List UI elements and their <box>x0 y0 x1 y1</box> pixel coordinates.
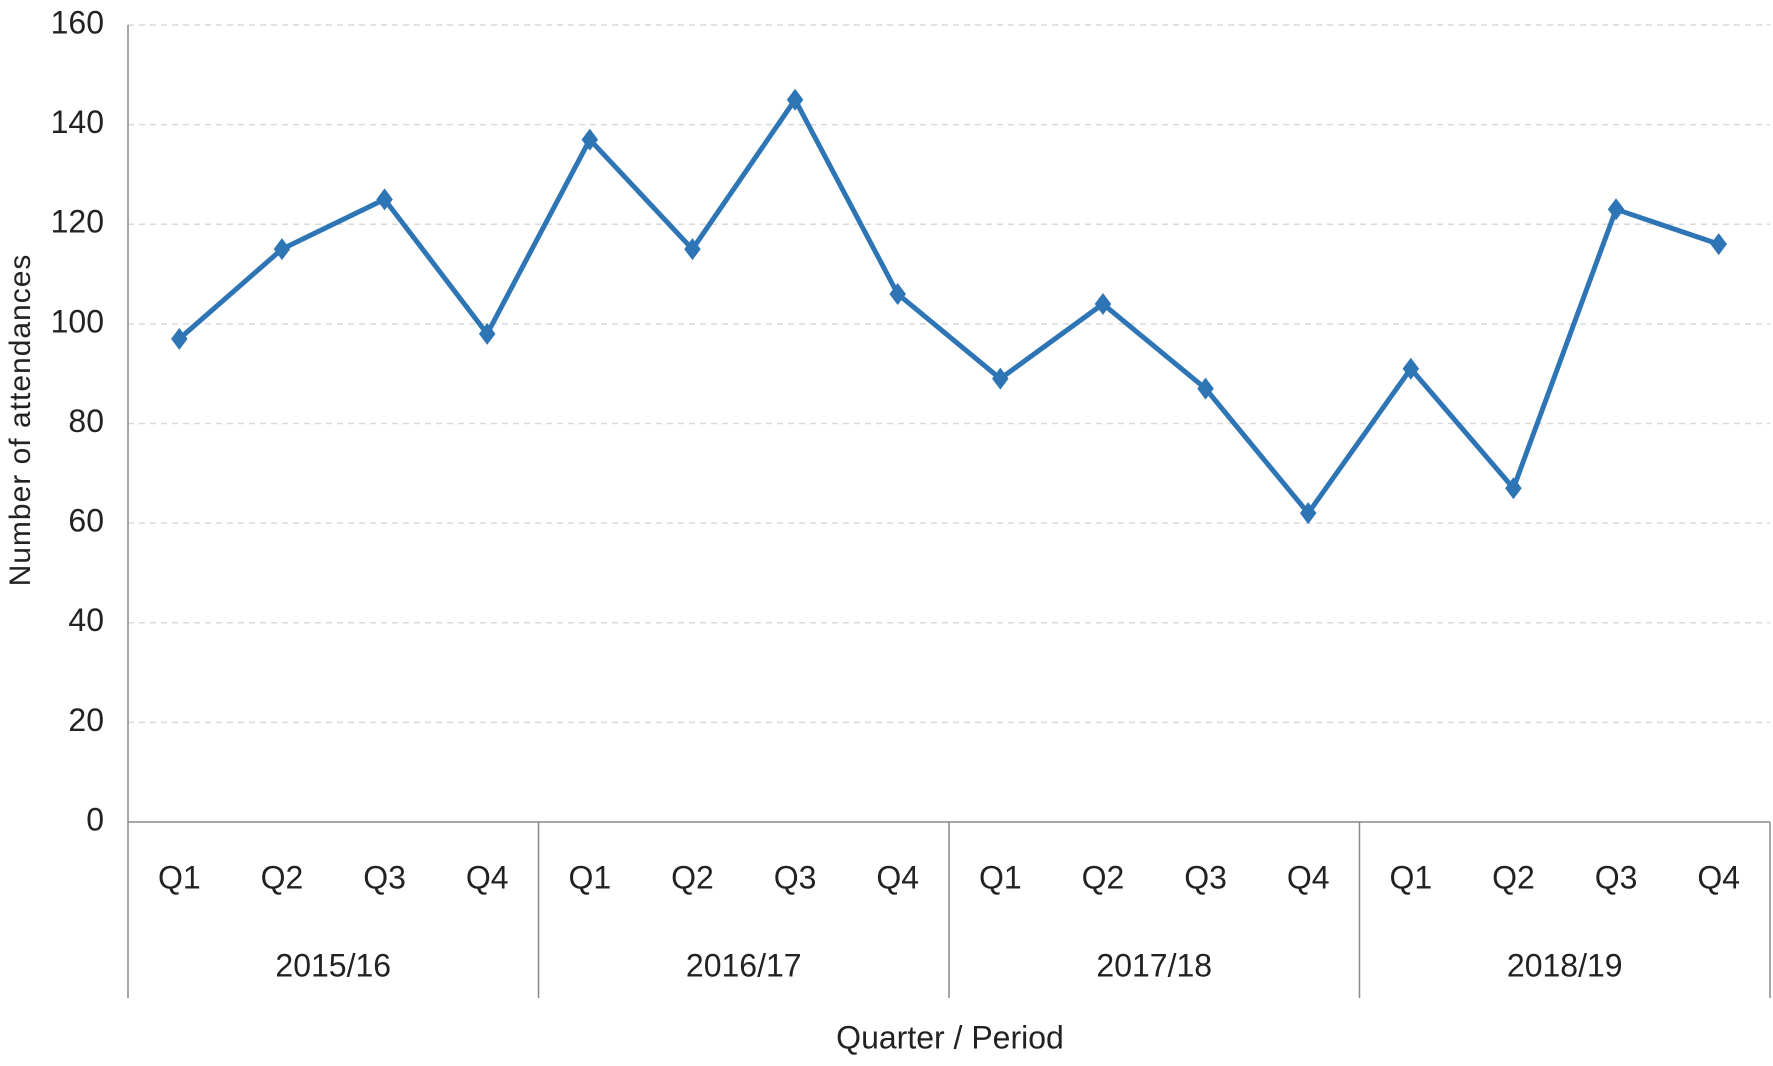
x-tick-label: Q1 <box>979 859 1022 895</box>
marker <box>1710 233 1727 256</box>
y-tick-label: 20 <box>68 702 104 738</box>
marker <box>171 327 188 350</box>
marker <box>1505 477 1522 500</box>
marker <box>478 322 496 345</box>
line <box>177 97 1720 516</box>
marker <box>1607 198 1625 221</box>
x-tick-label: Q3 <box>1595 859 1638 895</box>
x-tick-label: Q4 <box>1287 859 1330 895</box>
x-tick-label: Q1 <box>158 859 201 895</box>
x-tick-label: Q4 <box>876 859 919 895</box>
group-label: 2017/18 <box>1096 947 1212 983</box>
x-axis-title: Quarter / Period <box>836 1019 1064 1055</box>
marker <box>992 367 1009 390</box>
marker <box>273 238 291 261</box>
marker <box>1299 502 1317 525</box>
x-tick-label: Q4 <box>1697 859 1740 895</box>
x-tick-label: Q1 <box>1389 859 1432 895</box>
x-tick-label: Q3 <box>774 859 817 895</box>
marker <box>376 188 393 211</box>
marker <box>889 282 906 305</box>
x-tick-label: Q2 <box>1082 859 1125 895</box>
group-label: 2015/16 <box>275 947 391 983</box>
x-tick-label: Q3 <box>363 859 406 895</box>
x-tick-label: Q2 <box>261 859 304 895</box>
group-label: 2016/17 <box>686 947 802 983</box>
y-axis-title: Number of attendances <box>4 254 37 587</box>
marker <box>581 128 599 151</box>
marker <box>1094 292 1112 315</box>
y-tick-label: 60 <box>68 503 104 539</box>
marker <box>1402 357 1420 380</box>
marker <box>684 238 701 261</box>
y-tick-label: 100 <box>51 303 104 339</box>
y-tick-label: 160 <box>51 4 104 40</box>
y-tick-label: 0 <box>86 801 104 837</box>
x-tick-label: Q2 <box>671 859 714 895</box>
y-tick-label: 40 <box>68 602 104 638</box>
x-tick-label: Q2 <box>1492 859 1535 895</box>
x-tick-label: Q1 <box>568 859 611 895</box>
group-label: 2018/19 <box>1507 947 1623 983</box>
x-tick-label: Q4 <box>466 859 509 895</box>
y-tick-label: 80 <box>68 403 104 439</box>
marker <box>786 88 804 111</box>
marker <box>1197 377 1214 400</box>
y-tick-label: 120 <box>51 204 104 240</box>
y-tick-label: 140 <box>51 104 104 140</box>
x-tick-label: Q3 <box>1184 859 1227 895</box>
